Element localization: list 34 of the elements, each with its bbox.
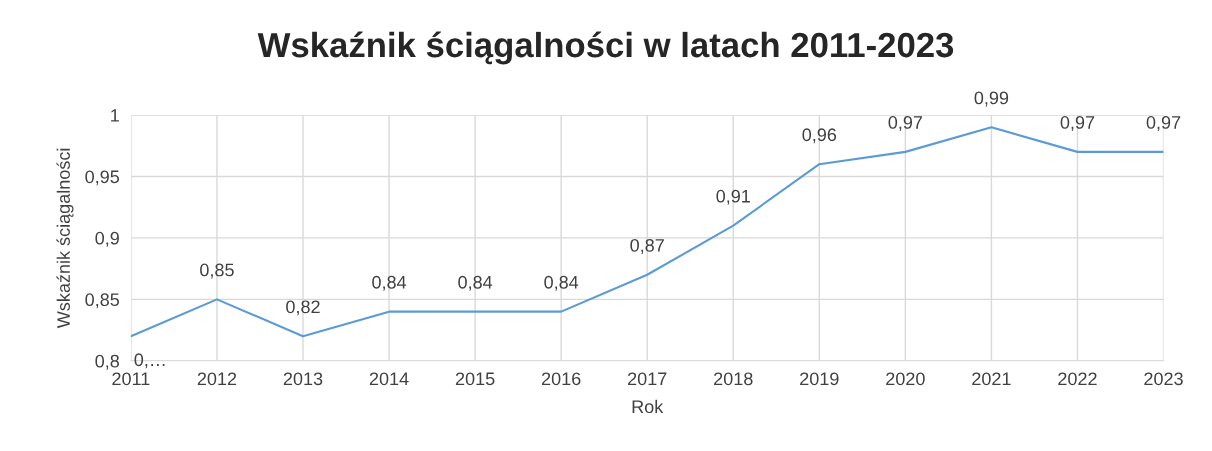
- x-tick-label: 2014: [369, 372, 409, 386]
- x-tick-label: 2022: [1058, 372, 1097, 386]
- y-tick-label: 0,85: [85, 293, 120, 309]
- x-axis-title: Rok: [632, 399, 664, 414]
- x-tick-label: 2019: [800, 372, 839, 386]
- data-label: 0,84: [544, 275, 579, 291]
- chart-title: Wskaźnik ściągalności w latach 2011-2023: [257, 31, 954, 65]
- x-tick-label: 2017: [628, 372, 667, 386]
- data-label: 0,91: [716, 189, 750, 205]
- data-label: 0,87: [630, 238, 664, 254]
- y-tick-label: 0,95: [85, 170, 120, 186]
- x-tick-label: 2011: [112, 372, 150, 386]
- y-tick-label: 0,9: [95, 231, 119, 247]
- data-label: 0,85: [200, 263, 234, 279]
- y-axis-title: Wskaźnik ściągalności: [56, 148, 74, 329]
- data-label: 0,97: [1146, 116, 1181, 131]
- x-tick-label: 2016: [541, 372, 581, 386]
- data-label: 0,99: [974, 91, 1009, 107]
- y-tick-label: 0,8: [95, 354, 119, 370]
- data-label: 0,82: [286, 300, 320, 316]
- x-tick-label: 2018: [714, 372, 753, 386]
- x-tick-label: 2023: [1144, 372, 1183, 386]
- x-tick-label: 2012: [197, 372, 237, 386]
- data-label: 0,84: [458, 275, 493, 291]
- data-label: 0,97: [1060, 116, 1095, 131]
- x-tick-label: 2013: [283, 372, 323, 386]
- data-label: 0,97: [888, 116, 923, 131]
- x-tick-label: 2021: [972, 372, 1011, 386]
- x-tick-label: 2015: [455, 372, 495, 386]
- data-label: 0,84: [372, 275, 407, 291]
- y-tick-label: 1: [111, 109, 119, 122]
- data-label: 0,96: [802, 128, 837, 144]
- data-label: 0,…: [134, 353, 165, 369]
- x-tick-label: 2020: [886, 372, 925, 386]
